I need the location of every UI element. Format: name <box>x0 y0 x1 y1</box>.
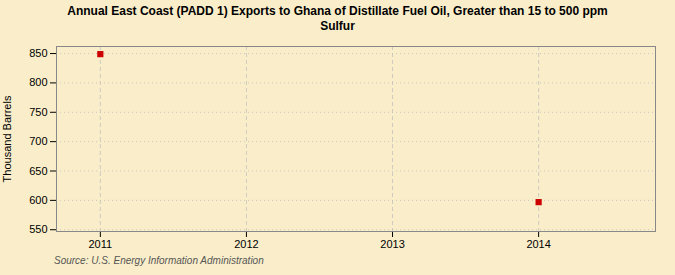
svg-text:Thousand Barrels: Thousand Barrels <box>1 95 13 182</box>
svg-text:700: 700 <box>29 135 47 147</box>
svg-text:2011: 2011 <box>89 238 113 250</box>
svg-text:2014: 2014 <box>526 238 550 250</box>
svg-text:850: 850 <box>29 47 47 59</box>
svg-text:2012: 2012 <box>234 238 258 250</box>
html-text:Annual East Coast (PADD 1) Exp: Annual East Coast (PADD 1) Exports to Gh… <box>67 4 608 33</box>
svg-text:650: 650 <box>29 165 47 177</box>
svg-text:600: 600 <box>29 194 47 206</box>
svg-text:800: 800 <box>29 76 47 88</box>
html-text:Source: U.S. Energy Informatio: Source: U.S. Energy Information Administ… <box>54 255 264 266</box>
svg-text:550: 550 <box>29 223 47 235</box>
svg-text:750: 750 <box>29 106 47 118</box>
svg-text:2013: 2013 <box>380 238 404 250</box>
